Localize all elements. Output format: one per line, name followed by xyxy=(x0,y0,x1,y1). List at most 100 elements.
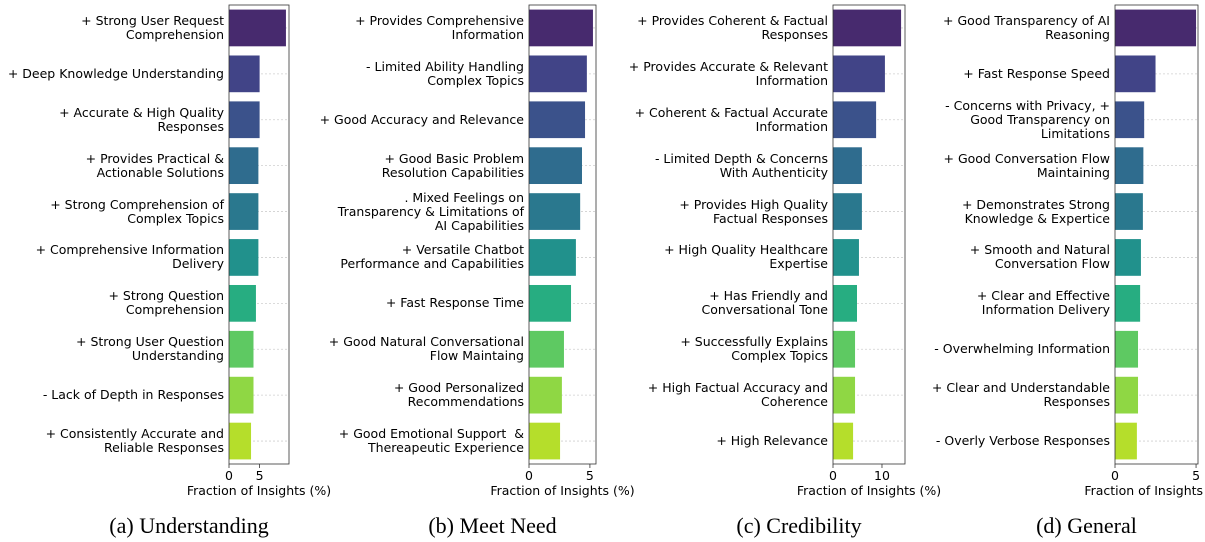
category-label: + Versatile Chatbot Performance and Capa… xyxy=(340,242,524,272)
bar xyxy=(1115,330,1139,368)
category-label: + High Factual Accuracy and Coherence xyxy=(647,380,828,410)
bar xyxy=(229,147,259,185)
bar xyxy=(1115,376,1139,414)
bar xyxy=(229,9,286,47)
axes-frame xyxy=(528,4,597,465)
category-label: + Clear and Understandable Responses xyxy=(931,380,1110,410)
category-label: + Good Basic Problem Resolution Capabili… xyxy=(381,150,524,180)
bar xyxy=(833,376,856,414)
category-label: + Provides High Quality Factual Response… xyxy=(679,196,828,226)
bar xyxy=(1115,239,1141,276)
caption: (a) Understanding xyxy=(109,513,269,538)
category-label: + Provides Practical & Actionable Soluti… xyxy=(85,150,224,180)
bar xyxy=(833,422,854,460)
category-label: + Good Natural Conversational Flow Maint… xyxy=(328,334,524,364)
bar xyxy=(833,330,856,368)
category-label: + Provides Accurate & Relevant Informati… xyxy=(628,58,828,88)
category-label: + Smooth and Natural Conversation Flow xyxy=(969,242,1110,272)
axes-frame xyxy=(228,4,290,465)
category-label: + Strong Comprehension of Complex Topics xyxy=(50,196,224,226)
category-label: + Demonstrates Strong Knowledge & Expert… xyxy=(961,196,1110,226)
bar xyxy=(833,239,859,276)
category-label: + Strong Question Comprehension xyxy=(108,288,224,318)
bar xyxy=(229,376,254,414)
category-label: + Strong User Request Comprehension xyxy=(81,12,224,42)
bar xyxy=(1115,55,1156,93)
bar xyxy=(833,147,862,185)
bar xyxy=(229,330,254,368)
bar xyxy=(529,376,562,414)
category-label: - Concerns with Privacy, + Good Transpar… xyxy=(945,97,1110,141)
bar xyxy=(833,9,902,47)
category-label: + Accurate & High Quality Responses xyxy=(59,104,224,134)
bar xyxy=(833,101,877,139)
bar xyxy=(229,284,256,322)
category-label: + Has Friendly and Conversational Tone xyxy=(701,288,828,318)
category-label: + Provides Coherent & Factual Responses xyxy=(637,12,828,42)
axes-frame xyxy=(832,4,906,465)
x-tick-label: 0 xyxy=(1111,468,1119,483)
x-tick-label: 0 xyxy=(829,468,837,483)
bar xyxy=(529,422,561,460)
category-label: + High Relevance xyxy=(716,433,828,449)
x-tick-label: 5 xyxy=(1192,468,1201,483)
category-label: + Good Conversation Flow Maintaining xyxy=(943,150,1111,180)
bar xyxy=(229,101,260,139)
bar xyxy=(833,193,862,230)
bar xyxy=(833,55,885,93)
bar xyxy=(229,55,260,93)
category-label: - Limited Ability Handling Complex Topic… xyxy=(366,58,524,88)
bar xyxy=(229,239,259,276)
x-axis-label: Fraction of Insights (%) xyxy=(796,483,942,498)
axes-frame xyxy=(1114,4,1199,465)
category-label: + Fast Response Time xyxy=(385,295,524,311)
x-tick-label: 5 xyxy=(255,468,264,483)
category-label: + High Quality Healthcare Expertise xyxy=(664,242,828,272)
bar xyxy=(833,284,857,322)
x-tick-label: 0 xyxy=(525,468,533,483)
bar xyxy=(529,9,593,47)
bar xyxy=(529,55,587,93)
bar xyxy=(1115,9,1197,47)
bar xyxy=(529,284,572,322)
category-label: + Successfully Explains Complex Topics xyxy=(680,334,828,364)
category-label: - Overwhelming Information xyxy=(934,341,1110,357)
bar xyxy=(229,422,252,460)
x-axis-label: Fraction of Insights (%) xyxy=(490,483,635,498)
bar xyxy=(529,147,582,185)
category-label: + Good Accuracy and Relevance xyxy=(319,111,524,127)
category-label: + Clear and Effective Information Delive… xyxy=(976,288,1110,318)
x-axis-label: Fraction of Insights (%) xyxy=(186,483,332,498)
caption: (d) General xyxy=(1036,513,1137,538)
category-label: + Fast Response Speed xyxy=(963,65,1110,81)
category-label: + Strong User Question Understanding xyxy=(76,334,224,364)
bar xyxy=(1115,147,1144,185)
caption: (b) Meet Need xyxy=(428,513,557,538)
bar xyxy=(529,330,564,368)
bar xyxy=(1115,422,1137,460)
category-label: + Provides Comprehensive Information xyxy=(355,12,524,42)
category-label: + Good Personalized Recommendations xyxy=(393,380,524,410)
category-label: + Coherent & Factual Accurate Informatio… xyxy=(634,104,828,134)
x-tick-label: 5 xyxy=(585,468,594,483)
bar xyxy=(529,101,586,139)
x-tick-label: 0 xyxy=(225,468,233,483)
category-label: . Mixed Feelings on Transparency & Limit… xyxy=(337,189,524,233)
bar xyxy=(229,193,259,230)
category-label: + Comprehensive Information Delivery xyxy=(35,242,224,272)
category-label: - Overly Verbose Responses xyxy=(935,433,1110,449)
x-tick-label: 10 xyxy=(874,468,890,483)
x-axis-label: Fraction of Insights (%) xyxy=(1084,483,1205,498)
category-label: - Lack of Depth in Responses xyxy=(42,387,224,403)
bar xyxy=(529,193,581,230)
bar xyxy=(1115,193,1143,230)
category-label: + Good Emotional Support & Thereapeutic … xyxy=(338,426,524,456)
category-label: + Consistently Accurate and Reliable Res… xyxy=(45,426,224,456)
bar xyxy=(529,239,576,276)
category-label: - Limited Depth & Concerns With Authenti… xyxy=(654,150,828,180)
category-label: + Good Transparency of AI Reasoning xyxy=(943,12,1110,42)
category-label: + Deep Knowledge Understanding xyxy=(7,65,224,81)
bar xyxy=(1115,101,1145,139)
